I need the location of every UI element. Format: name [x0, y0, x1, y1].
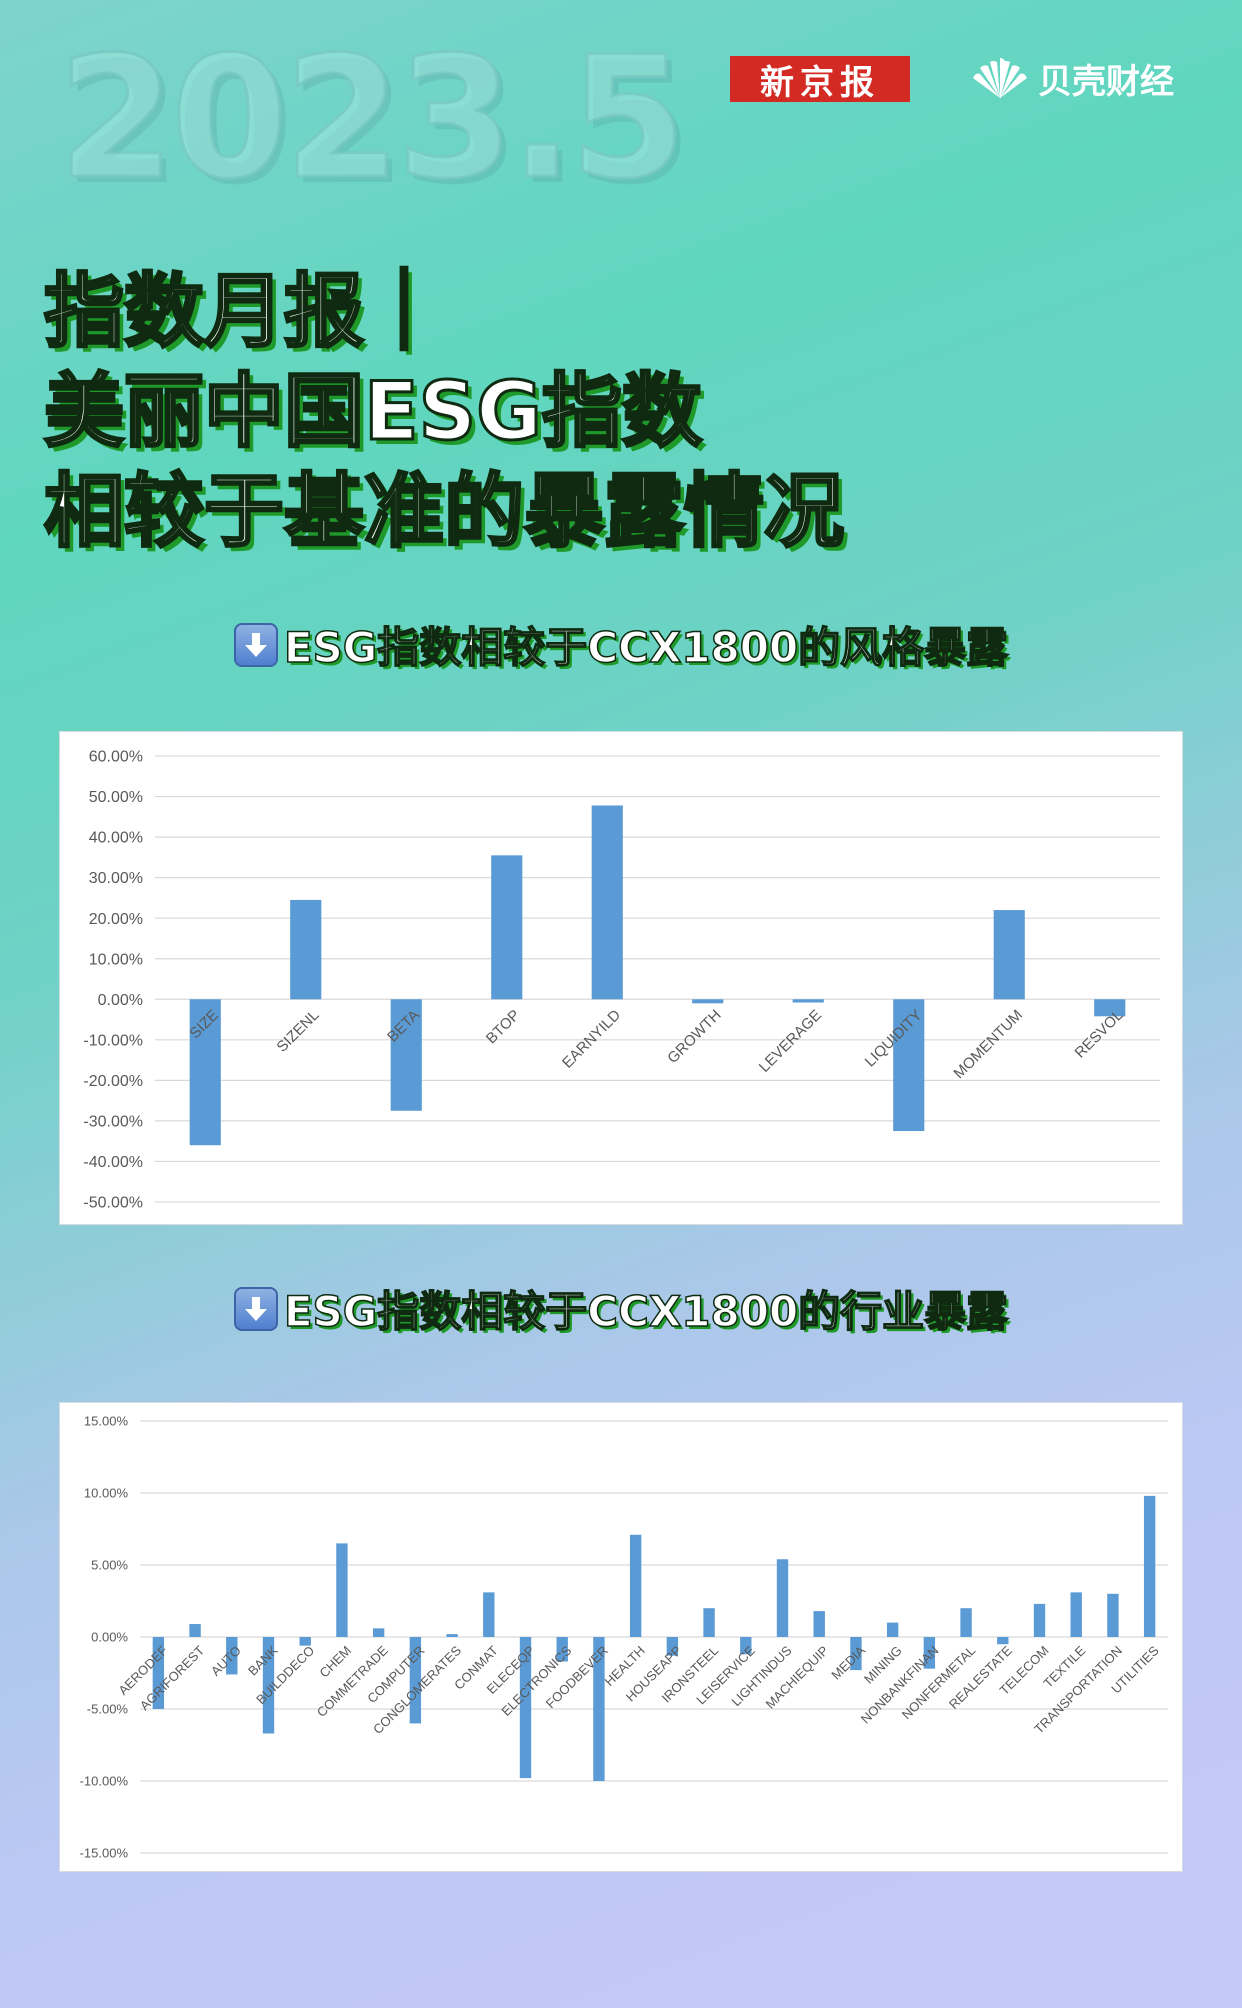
bar: [740, 1637, 752, 1655]
y-tick-label: 15.00%: [84, 1414, 129, 1429]
style-exposure-title-text: ESG指数相较于CCX1800的风格暴露: [283, 622, 1009, 673]
y-tick-label: -10.00%: [83, 1032, 143, 1049]
bar: [886, 1622, 899, 1637]
style-exposure-chart: 60.00% 50.00% 40.00% 30.00% 20.00% 10.00% 0.00…: [59, 731, 1183, 1225]
bar: [776, 1559, 789, 1637]
bar: [997, 1637, 1009, 1645]
beike-finance-logo-text: 贝壳财经: [1038, 61, 1174, 102]
bar: [372, 1628, 385, 1637]
headline: 指数月报｜ 美丽中国ESG指数 相较于基准的暴露情况: [43, 262, 846, 562]
down-arrow-icon: [233, 622, 278, 667]
bar: [446, 1634, 458, 1637]
headline-line-2: 美丽中国ESG指数: [43, 364, 704, 460]
y-tick-label: 40.00%: [89, 830, 143, 847]
headline-line-3: 相较于基准的暴露情况: [43, 464, 846, 560]
y-tick-label: -15.00%: [80, 1846, 129, 1861]
y-tick-label: 5.00%: [91, 1558, 128, 1573]
y-tick-label: 20.00%: [89, 911, 143, 928]
bar: [152, 1637, 165, 1709]
bar: [850, 1637, 862, 1671]
y-tick-label: 0.00%: [91, 1630, 128, 1645]
bar: [336, 1543, 348, 1637]
bar: [262, 1637, 275, 1734]
y-tick-label: -50.00%: [83, 1195, 143, 1212]
bar: [813, 1611, 825, 1637]
x-category-label: GROWTH: [664, 1007, 724, 1067]
bar: [299, 1637, 311, 1646]
y-tick-label: -10.00%: [80, 1774, 129, 1789]
x-category-label: SIZENL: [273, 1007, 322, 1056]
bar: [519, 1637, 532, 1779]
bar: [591, 805, 623, 1000]
y-tick-label: -40.00%: [83, 1154, 143, 1171]
style-exposure-chart-svg: 60.00% 50.00% 40.00% 30.00% 20.00% 10.00% 0.00…: [83, 749, 1160, 1212]
y-tick-label: 50.00%: [89, 789, 143, 806]
y-tick-label: 10.00%: [84, 1486, 129, 1501]
bar: [390, 999, 422, 1111]
x-category-label: BTOP: [483, 1007, 524, 1048]
bar: [189, 999, 221, 1146]
industry-exposure-chart: 15.00% 10.00% 5.00% 0.00% -5.00% -10.00% -15.0…: [59, 1402, 1183, 1872]
bar: [792, 999, 824, 1003]
industry-exposure-section-title: ESG指数相较于CCX1800的行业暴露: [0, 1278, 1242, 1339]
bar: [1070, 1592, 1082, 1637]
bar: [1033, 1603, 1046, 1637]
bar: [960, 1608, 972, 1637]
y-tick-label: -5.00%: [87, 1702, 129, 1717]
bar: [491, 855, 523, 1000]
bar: [226, 1637, 238, 1675]
bar: [993, 910, 1025, 1000]
y-tick-label: -30.00%: [83, 1114, 143, 1131]
y-tick-label: -20.00%: [83, 1073, 143, 1090]
industry-exposure-title-text: ESG指数相较于CCX1800的行业暴露: [283, 1286, 1009, 1337]
x-category-label: EARNYILD: [559, 1006, 624, 1071]
y-tick-label: 60.00%: [89, 749, 143, 766]
beike-finance-logo: 贝壳财经: [970, 52, 1174, 104]
bar: [409, 1637, 422, 1724]
bar: [593, 1637, 605, 1781]
y-tick-label: 0.00%: [98, 992, 143, 1009]
industry-exposure-chart-svg: 15.00% 10.00% 5.00% 0.00% -5.00% -10.00% -15.0…: [80, 1414, 1168, 1861]
bar: [290, 899, 322, 1000]
bar: [1107, 1593, 1119, 1637]
bar: [666, 1637, 679, 1656]
bar: [629, 1534, 642, 1637]
bar: [189, 1624, 201, 1637]
bar: [1094, 999, 1126, 1017]
x-category-label: AGRIFOREST: [137, 1643, 207, 1713]
style-exposure-section-title: ESG指数相较于CCX1800的风格暴露: [0, 614, 1242, 675]
bar: [692, 999, 724, 1004]
down-arrow-icon: [233, 1286, 278, 1331]
headline-line-1: 指数月报｜: [43, 264, 446, 360]
bar: [556, 1637, 568, 1662]
bar: [483, 1592, 495, 1637]
x-category-label: AUTO: [208, 1643, 244, 1679]
year-watermark: 2023.5: [56, 19, 687, 218]
y-tick-label: 10.00%: [89, 951, 143, 968]
bar: [923, 1637, 936, 1669]
shell-icon: [973, 58, 1027, 98]
x-category-label: LEVERAGE: [756, 1007, 825, 1076]
x-category-label: MOMENTUM: [950, 1007, 1026, 1083]
xinjingbao-logo: 新京报: [730, 56, 910, 103]
bar: [893, 999, 925, 1132]
bar: [1143, 1495, 1156, 1637]
y-tick-label: 30.00%: [89, 870, 143, 887]
bar: [703, 1608, 715, 1637]
